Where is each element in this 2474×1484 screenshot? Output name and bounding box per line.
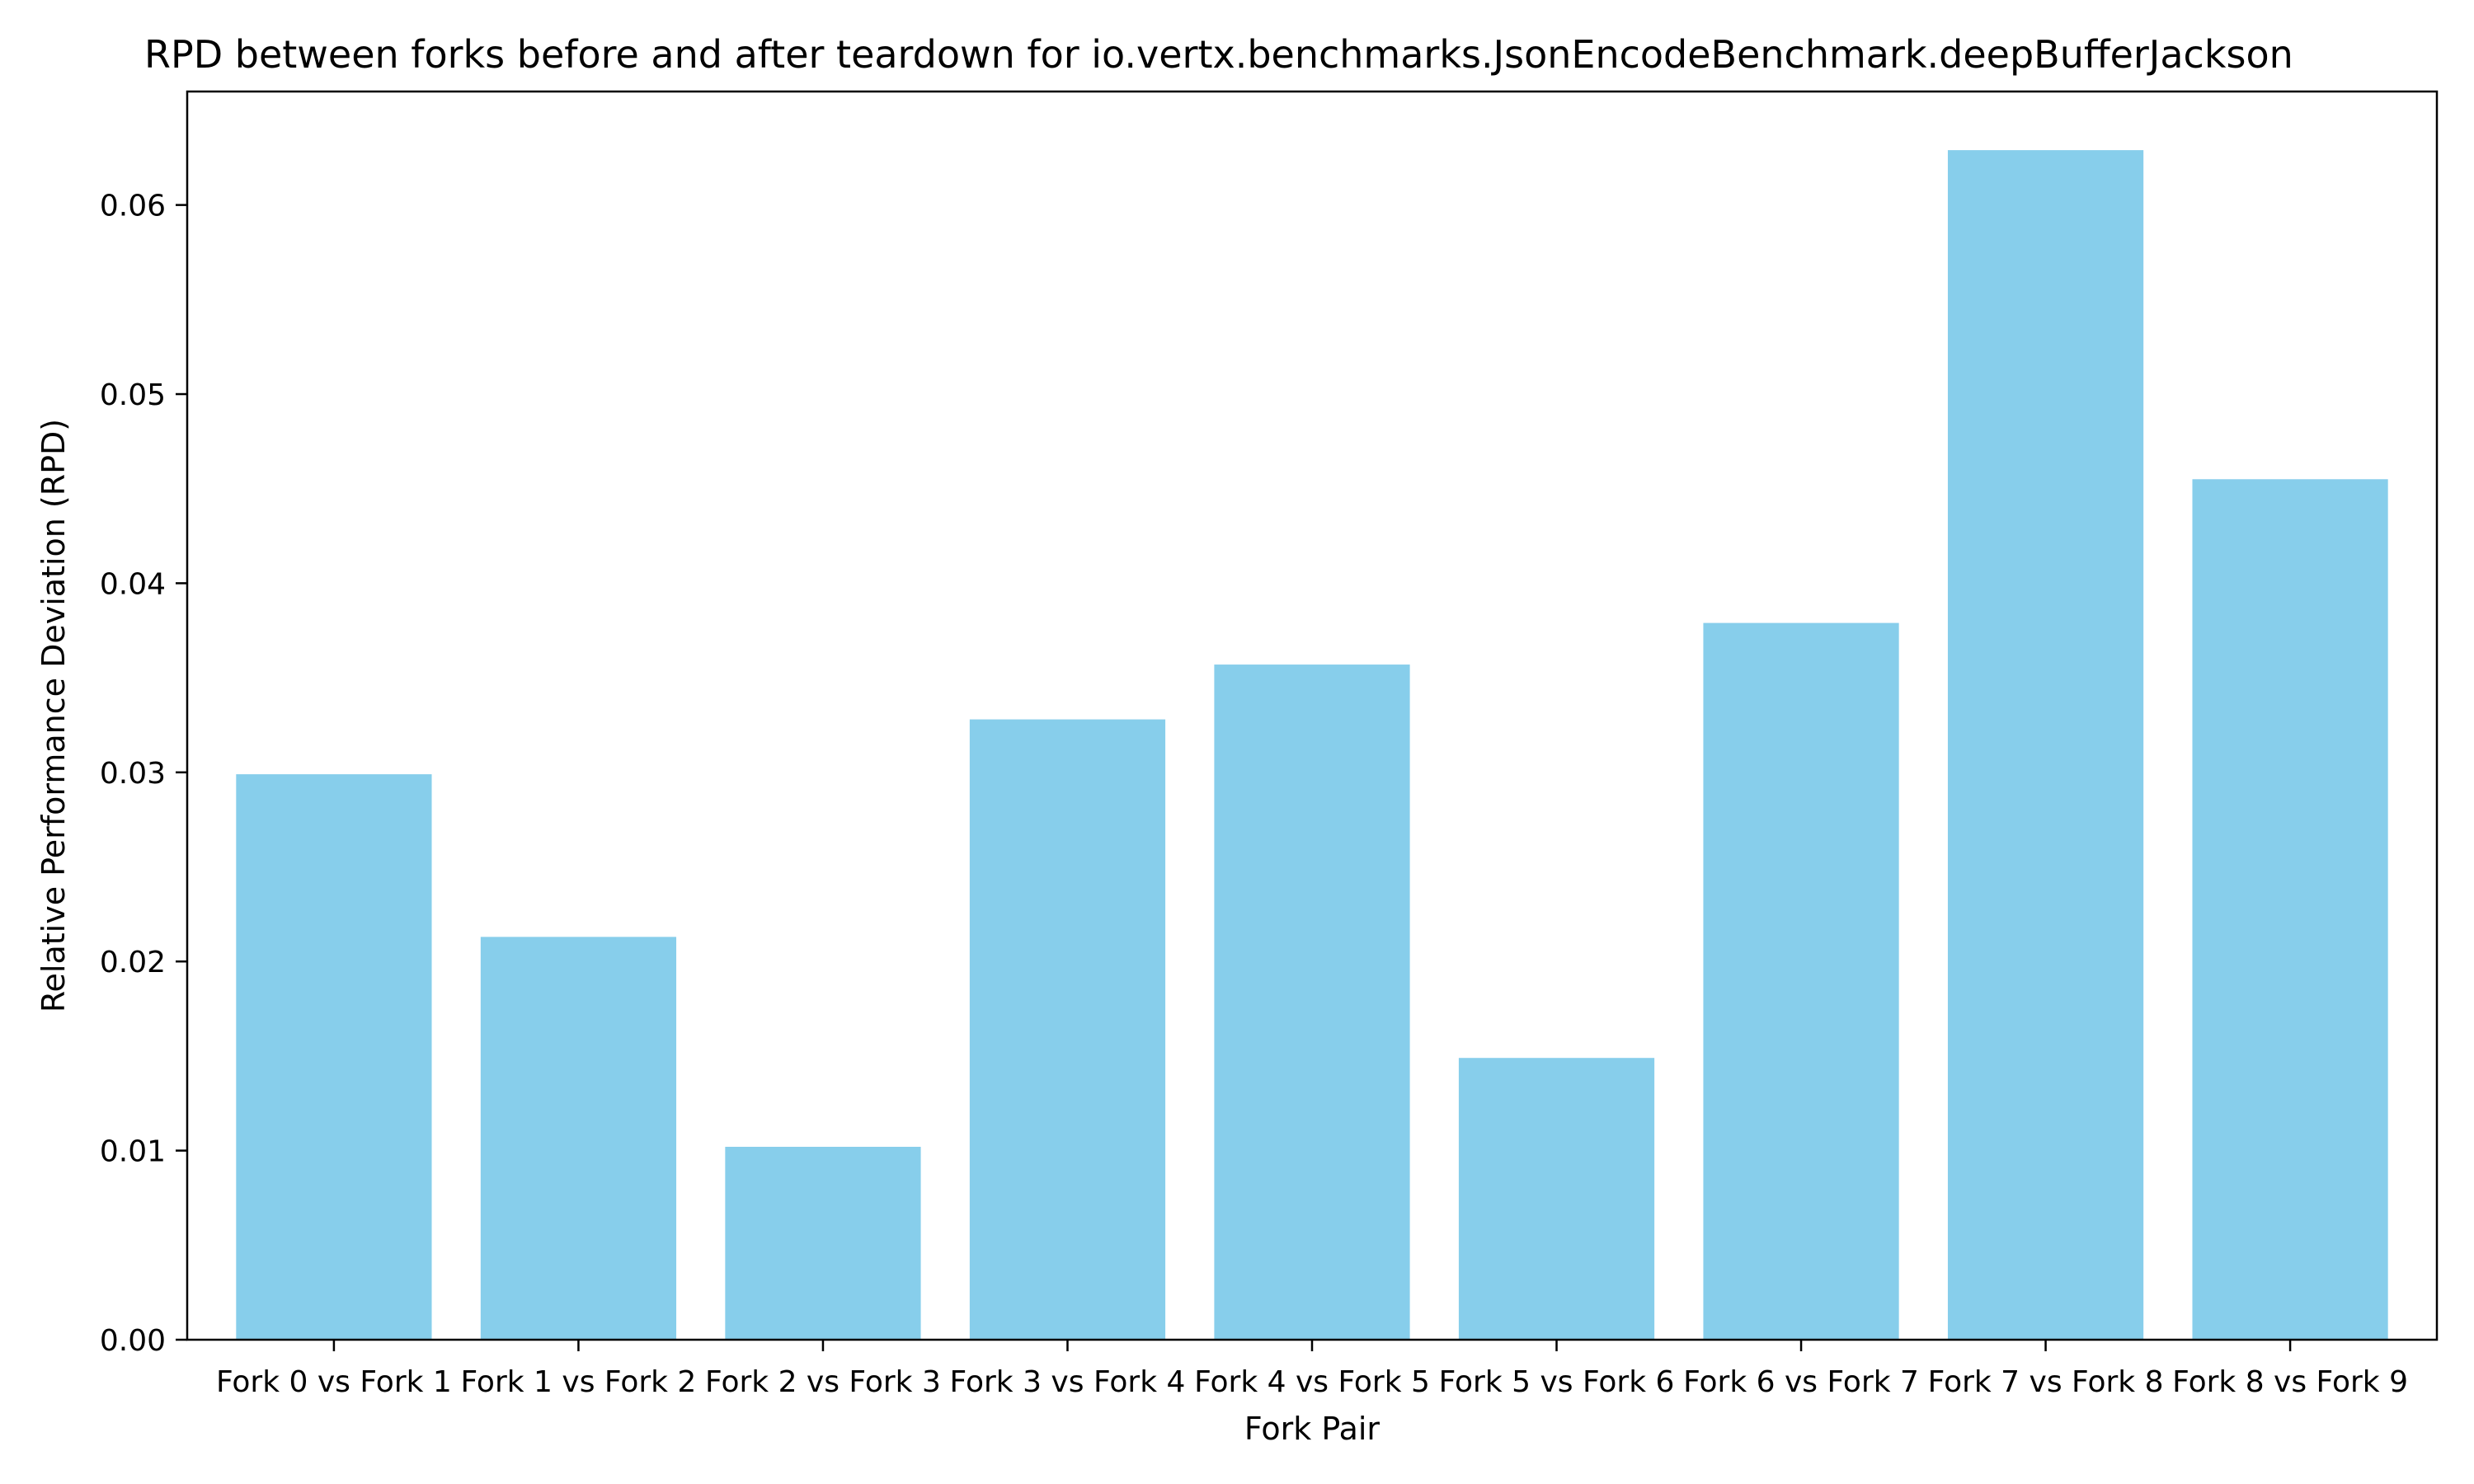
y-tick-label-1: 0.01 <box>100 1135 166 1169</box>
x-tick-label-2: Fork 2 vs Fork 3 <box>705 1365 941 1399</box>
bar-3 <box>969 719 1166 1340</box>
x-tick-label-5: Fork 5 vs Fork 6 <box>1439 1365 1675 1399</box>
chart-title: RPD between forks before and after teard… <box>144 32 2293 77</box>
x-axis: Fork 0 vs Fork 1 Fork 1 vs Fork 2 Fork 2 v… <box>216 1340 2408 1399</box>
x-tick-label-0: Fork 0 vs Fork 1 <box>216 1365 452 1399</box>
y-axis: 0.00 0.01 0.02 0.03 0.04 0.05 0.06 <box>100 190 187 1358</box>
bar-7 <box>1947 150 2144 1341</box>
x-tick-label-8: Fork 8 vs Fork 9 <box>2172 1365 2408 1399</box>
y-tick-label-3: 0.03 <box>100 757 166 791</box>
x-tick-label-1: Fork 1 vs Fork 2 <box>461 1365 697 1399</box>
plot-frame <box>186 90 2439 1341</box>
bar-2 <box>725 1147 921 1340</box>
x-tick-label-4: Fork 4 vs Fork 5 <box>1194 1365 1430 1399</box>
y-tick-label-5: 0.05 <box>100 378 166 412</box>
y-tick-label-4: 0.04 <box>100 567 166 601</box>
y-tick-label-0: 0.00 <box>100 1324 166 1358</box>
x-tick-label-7: Fork 7 vs Fork 8 <box>1928 1365 2164 1399</box>
x-tick-label-3: Fork 3 vs Fork 4 <box>950 1365 1186 1399</box>
bar-6 <box>1703 622 1899 1340</box>
y-tick-label-2: 0.02 <box>100 946 166 979</box>
bar-8 <box>2192 479 2388 1340</box>
bar-0 <box>236 774 432 1340</box>
x-tick-label-6: Fork 6 vs Fork 7 <box>1683 1365 1919 1399</box>
bar-1 <box>480 937 677 1340</box>
bar-5 <box>1458 1058 1655 1340</box>
x-axis-label: Fork Pair <box>1244 1411 1380 1447</box>
bar-4 <box>1214 665 1410 1340</box>
bars-group <box>236 150 2388 1341</box>
y-axis-label: Relative Performance Deviation (RPD) <box>35 419 72 1012</box>
y-tick-label-6: 0.06 <box>100 190 166 223</box>
